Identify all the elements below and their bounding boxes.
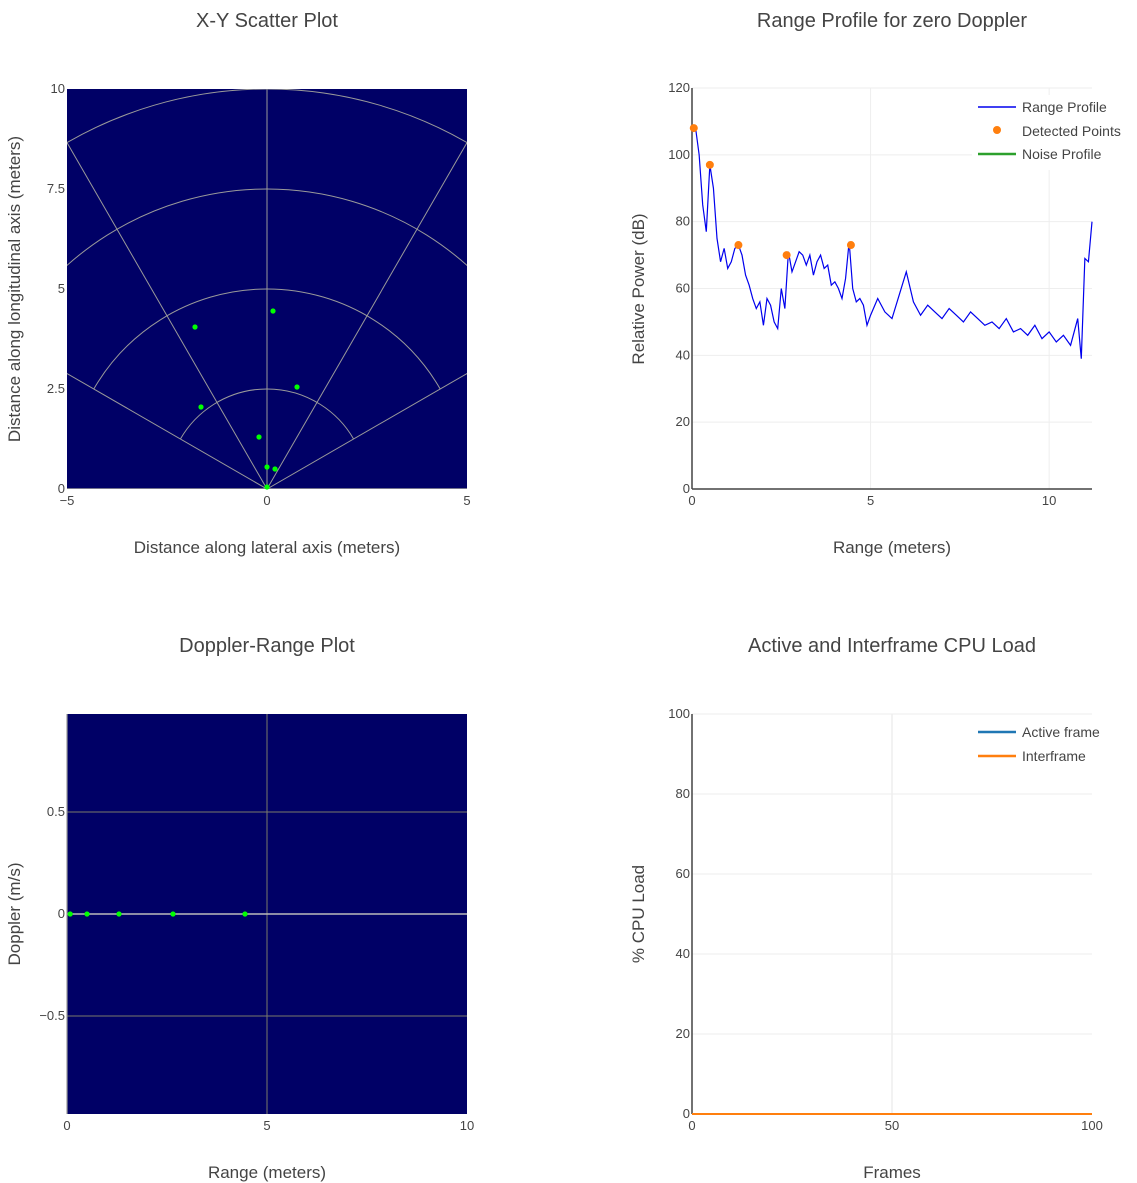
x-axis-title: Frames [863, 1163, 921, 1182]
y-tick-label: 100 [668, 706, 690, 721]
y-axis-title: Relative Power (dB) [629, 213, 648, 364]
detected-point [846, 241, 855, 250]
y-tick-label: 10 [51, 81, 65, 96]
detected-point [782, 251, 791, 260]
y-tick-label: 5 [58, 281, 65, 296]
data-point [294, 384, 300, 390]
x-tick-label: 100 [1081, 1118, 1103, 1133]
y-tick-label: 60 [676, 866, 690, 881]
x-axis-title: Distance along lateral axis (meters) [134, 538, 400, 557]
y-tick-label: 0 [58, 906, 65, 921]
data-point [192, 324, 198, 330]
x-tick-label: −5 [60, 493, 75, 508]
y-tick-label: 7.5 [47, 181, 65, 196]
x-tick-label: 0 [263, 493, 270, 508]
range-profile-line [691, 126, 1093, 359]
legend: Range Profile Detected Points Noise Prof… [972, 95, 1137, 170]
legend: Active frame Interframe [978, 724, 1100, 764]
data-point [67, 911, 73, 917]
y-tick-label: 0.5 [47, 804, 65, 819]
y-tick-label: 0 [58, 481, 65, 496]
detected-point [689, 124, 698, 133]
polar-grid [67, 89, 467, 489]
legend-label: Detected Points [1022, 123, 1121, 139]
data-point [242, 911, 248, 917]
angle-spoke [266, 141, 467, 489]
legend-label: Active frame [1022, 724, 1100, 740]
data-point [264, 464, 270, 470]
x-tick-label: 0 [688, 1118, 695, 1133]
angle-spoke [67, 141, 268, 489]
xy-scatter-chart: X-Y Scatter Plot −5 0 5 02.557.510 Distanc… [5, 10, 471, 557]
x-tick-label: 10 [1042, 493, 1056, 508]
y-tick-label: 100 [668, 147, 690, 162]
y-tick-label: 80 [676, 786, 690, 801]
data-point [198, 404, 204, 410]
chart-title: X-Y Scatter Plot [196, 10, 338, 32]
x-tick-label: 0 [688, 493, 695, 508]
y-tick-label: 40 [676, 347, 690, 362]
x-tick-label: 50 [885, 1118, 899, 1133]
y-tick-label: −0.5 [39, 1008, 65, 1023]
x-axis-title: Range (meters) [833, 538, 951, 557]
y-tick-label: 20 [676, 1026, 690, 1041]
y-axis-title: Distance along longitudinal axis (meters… [5, 136, 24, 442]
y-tick-label: 60 [676, 281, 690, 296]
y-tick-label: 120 [668, 80, 690, 95]
legend-label: Range Profile [1022, 99, 1107, 115]
range-profile-chart: Range Profile for zero Doppler 0 5 10 0 20 4… [629, 10, 1137, 557]
x-tick-label: 5 [263, 1118, 270, 1133]
y-tick-label: 20 [676, 414, 690, 429]
x-tick-label: 10 [460, 1118, 474, 1133]
legend-label: Noise Profile [1022, 146, 1102, 162]
doppler-range-chart: Doppler-Range Plot 0 5 10 0.5 0 −0.5 Range (… [5, 635, 474, 1182]
chart-title: Range Profile for zero Doppler [757, 10, 1027, 32]
x-axis-title: Range (meters) [208, 1163, 326, 1182]
data-point [256, 434, 262, 440]
chart-title: Active and Interframe CPU Load [748, 635, 1036, 657]
data-point [264, 484, 270, 490]
legend-label: Interframe [1022, 748, 1086, 764]
data-point [84, 911, 90, 917]
detected-point [734, 241, 743, 250]
data-point [272, 466, 278, 472]
detected-point [705, 160, 714, 169]
data-point [116, 911, 122, 917]
chart-title: Doppler-Range Plot [179, 635, 355, 657]
data-point [170, 911, 176, 917]
y-tick-label: 80 [676, 214, 690, 229]
angle-spoke [67, 372, 268, 489]
y-axis-title: Doppler (m/s) [5, 863, 24, 966]
data-point [270, 308, 276, 314]
x-tick-label: 0 [63, 1118, 70, 1133]
cpu-load-chart: Active and Interframe CPU Load 0 50 100 0 2… [629, 635, 1103, 1182]
angle-spoke [266, 372, 467, 489]
y-tick-label: 0 [683, 481, 690, 496]
y-tick-label: 40 [676, 946, 690, 961]
legend-swatch-detected-points [993, 126, 1001, 134]
y-axis-title: % CPU Load [629, 865, 648, 963]
x-tick-label: 5 [867, 493, 874, 508]
y-tick-label: 2.5 [47, 381, 65, 396]
y-tick-label: 0 [683, 1106, 690, 1121]
x-tick-label: 5 [463, 493, 470, 508]
